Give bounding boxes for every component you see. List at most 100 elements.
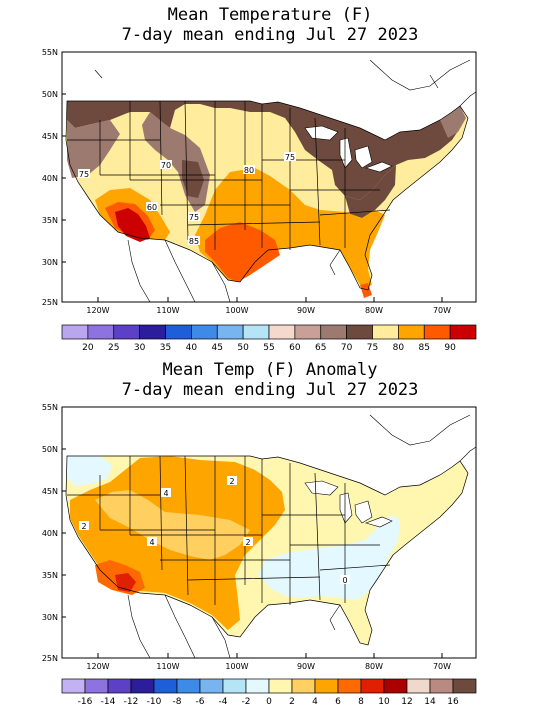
colorbar-label: 80 xyxy=(393,343,405,353)
colorbar-swatch xyxy=(337,678,362,694)
map1-contour-label: 75 xyxy=(189,213,199,222)
colorbar-swatch xyxy=(130,678,155,694)
map1-lat-label: 30N xyxy=(42,258,58,267)
map2-title-line2: 7-day mean ending Jul 27 2023 xyxy=(121,380,419,400)
map1-contour-label: 70 xyxy=(161,161,171,170)
colorbar-label: 90 xyxy=(444,343,456,353)
map1-lon-label: 90W xyxy=(297,306,315,315)
colorbar-swatch xyxy=(245,678,270,694)
colorbar-label: 35 xyxy=(160,343,171,353)
colorbar-swatch xyxy=(314,678,339,694)
map1-lat-label: 50N xyxy=(42,90,58,99)
map1-contour-label: 85 xyxy=(189,237,199,246)
map2-contour-label: 2 xyxy=(229,477,234,486)
map2-title-line1: Mean Temp (F) Anomaly xyxy=(162,360,378,380)
map2-lon-label: 120W xyxy=(86,662,109,671)
colorbar-label: -10 xyxy=(147,697,162,707)
colorbar-label: 45 xyxy=(212,343,223,353)
colorbar-swatch xyxy=(429,678,454,694)
map1-lon-label: 80W xyxy=(365,306,383,315)
map1-darkred-desert xyxy=(115,208,150,242)
map2-contour-label: 2 xyxy=(81,522,86,531)
colorbar-label: -6 xyxy=(196,697,205,707)
colorbar-label: 4 xyxy=(312,697,318,707)
map2-lon-label: 110W xyxy=(156,662,179,671)
map2-lon-label: 100W xyxy=(225,662,248,671)
map1-lat-label: 45N xyxy=(42,132,58,141)
map2-cyan-northwest xyxy=(67,456,112,486)
map2-lat-label: 50N xyxy=(42,445,58,454)
map1-lon-label: 110W xyxy=(156,306,179,315)
colorbar-label: 6 xyxy=(335,697,341,707)
colorbar-label: 0 xyxy=(266,697,272,707)
colorbar-label: -12 xyxy=(124,697,139,707)
colorbar-swatch xyxy=(176,678,201,694)
map2-cyan-southeast xyxy=(258,515,400,600)
map2-darkred-southwest xyxy=(115,573,136,592)
colorbar-label: 14 xyxy=(424,697,436,707)
colorbar-label: 16 xyxy=(447,697,459,707)
colorbar-swatch xyxy=(406,678,431,694)
map1-lat-label: 55N xyxy=(42,48,58,57)
colorbar-swatch xyxy=(360,678,385,694)
colorbar-label: 10 xyxy=(378,697,390,707)
map2-lon-label: 80W xyxy=(365,662,383,671)
colorbar-label: 20 xyxy=(82,343,94,353)
colorbar-swatch xyxy=(216,324,244,340)
map1-red-texas xyxy=(205,222,280,282)
colorbar-swatch xyxy=(268,678,293,694)
map2-lat-label: 35N xyxy=(42,571,58,580)
map2-lightorange-band xyxy=(95,490,250,560)
colorbar-swatch xyxy=(61,678,86,694)
map1-lat-label: 25N xyxy=(42,298,58,307)
colorbar-label: 40 xyxy=(186,343,198,353)
map2-contour-label: 2 xyxy=(245,538,250,547)
colorbar-swatch xyxy=(139,324,166,340)
colorbar-label: 60 xyxy=(289,343,301,353)
colorbar-label: -14 xyxy=(101,697,116,707)
colorbar-label: -2 xyxy=(242,697,251,707)
map2: 2 2 4 4 2 0 55N 50N 45N 40N 35N 30N 25N xyxy=(42,403,477,707)
colorbar-swatch xyxy=(291,678,316,694)
colorbar-swatch xyxy=(191,324,218,340)
colorbar-swatch xyxy=(320,324,347,340)
map2-colorbar-labels: -16 -14 -12 -10 -8 -6 -4 -2 0 2 4 6 8 10 12 14 16 xyxy=(78,697,459,707)
map1-contour-label: 60 xyxy=(147,203,157,212)
colorbar-swatch xyxy=(107,678,132,694)
colorbar-swatch xyxy=(423,324,451,340)
map1-lat-label: 40N xyxy=(42,174,58,183)
colorbar-label: 8 xyxy=(358,697,364,707)
colorbar-swatch xyxy=(372,324,399,340)
map1-frame xyxy=(61,51,477,303)
map2-contour-label: 4 xyxy=(163,489,168,498)
map1-lon-label: 100W xyxy=(225,306,248,315)
map2-coastlines xyxy=(127,414,476,658)
colorbar-label: 25 xyxy=(108,343,119,353)
colorbar-swatch xyxy=(383,678,408,694)
map2-state-lines xyxy=(65,455,469,646)
colorbar-swatch xyxy=(199,678,224,694)
map2-lat-label: 55N xyxy=(42,403,58,412)
map1-taupe-northeast xyxy=(440,106,466,138)
map1-lon-label: 120W xyxy=(86,306,109,315)
map1-brown-appalachian xyxy=(345,165,396,218)
colorbar-swatch xyxy=(452,678,477,694)
colorbar-swatch xyxy=(242,324,270,340)
colorbar-label: 55 xyxy=(263,343,274,353)
map1: 75 70 80 75 60 75 85 55N 50N 45N 40N 35N xyxy=(42,48,477,353)
colorbar-label: -4 xyxy=(219,697,228,707)
map2-lon-label: 90W xyxy=(297,662,315,671)
map1-coastlines xyxy=(94,59,476,302)
colorbar-label: -16 xyxy=(78,697,93,707)
map1-colorbar-labels: 20 25 30 35 40 45 50 55 60 65 70 75 80 85 90 xyxy=(82,343,456,353)
map2-great-lakes xyxy=(304,480,393,528)
colorbar-label: -8 xyxy=(173,697,182,707)
colorbar-label: 65 xyxy=(315,343,326,353)
map1-taupe-west xyxy=(67,120,120,178)
map2-lat-label: 30N xyxy=(42,613,58,622)
colorbar-swatch xyxy=(268,324,296,340)
colorbar-label: 70 xyxy=(341,343,353,353)
map1-title-line1: Mean Temperature (F) xyxy=(167,5,373,25)
map1-contour-label: 75 xyxy=(79,170,89,179)
